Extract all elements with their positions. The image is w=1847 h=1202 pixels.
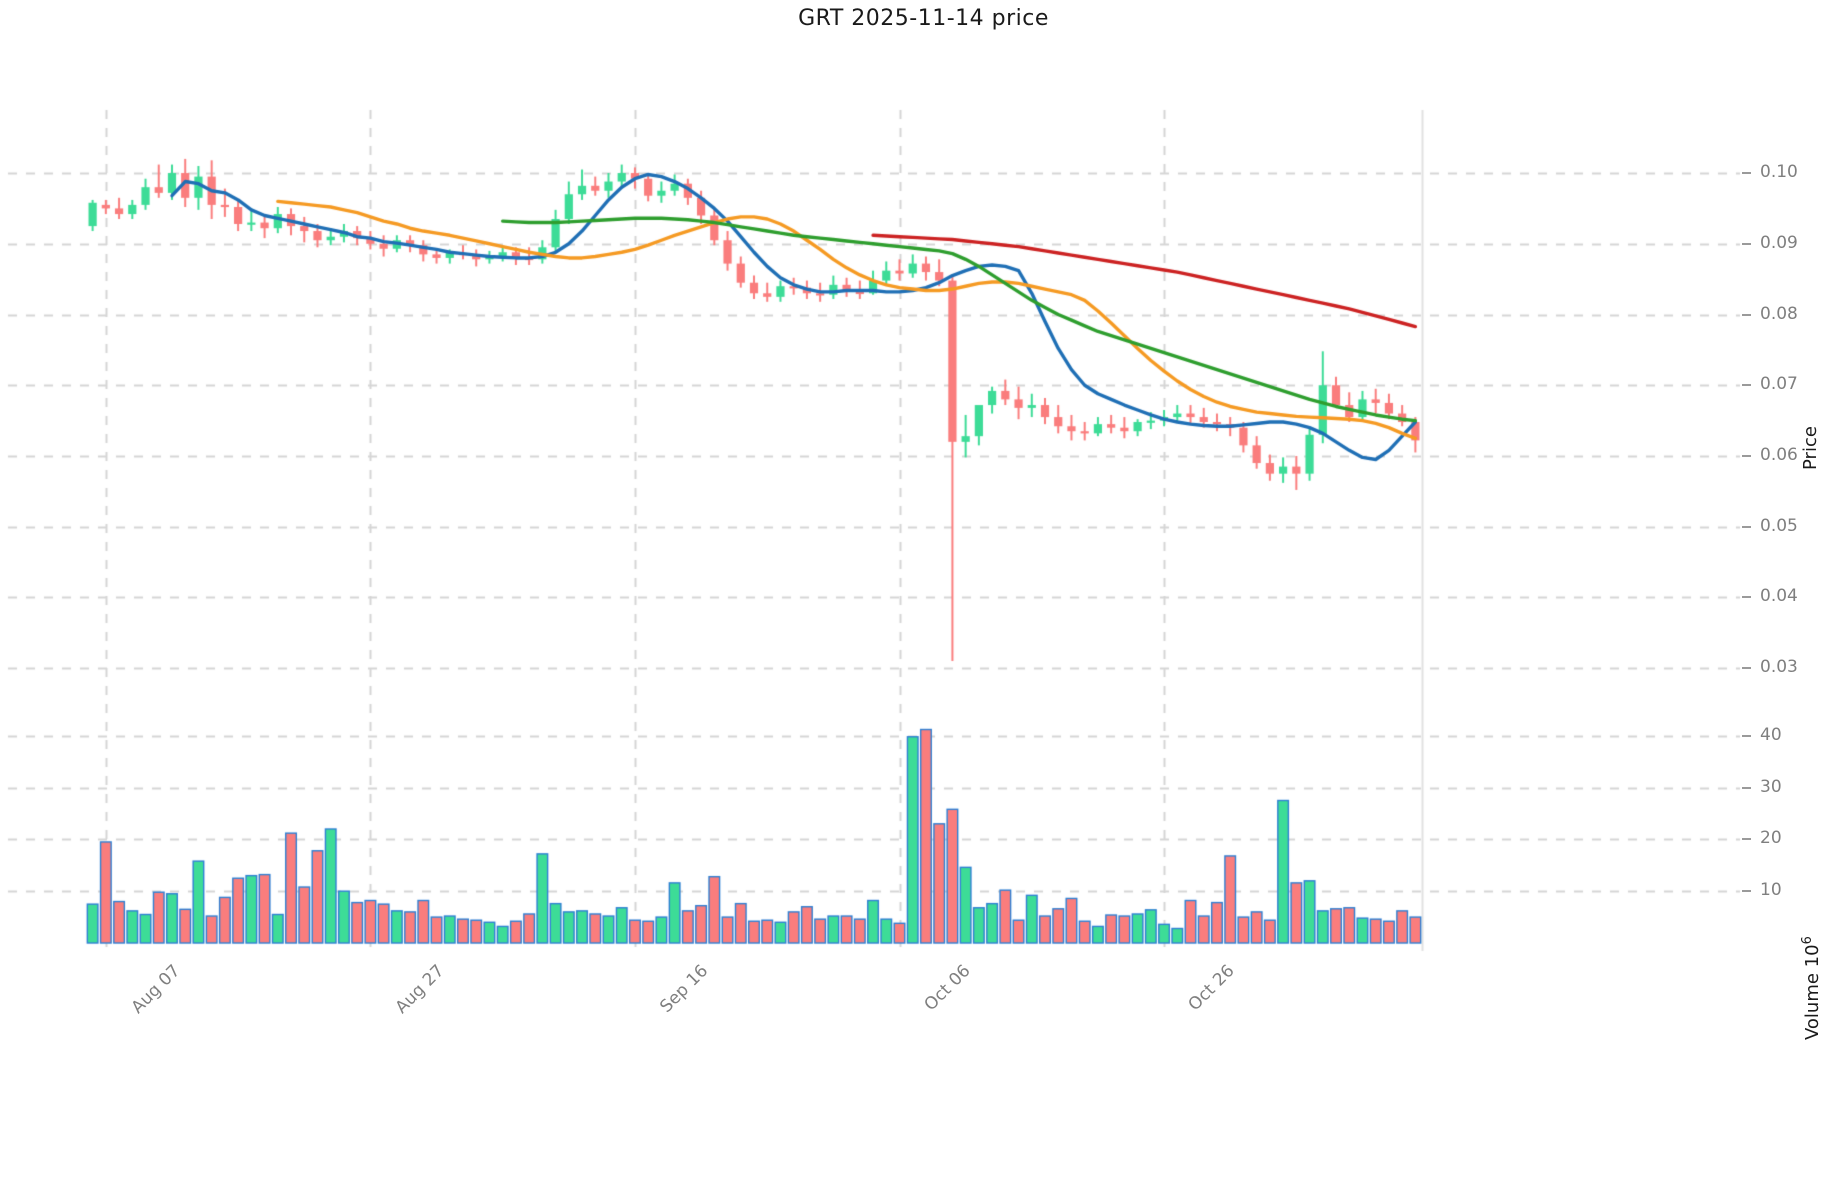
- price-tick-label: 0.03: [1760, 657, 1798, 678]
- volume-tick-mark: [1742, 786, 1751, 789]
- price-tick-label: 0.05: [1760, 515, 1798, 536]
- price-tick-label: 0.04: [1760, 586, 1798, 607]
- price-tick-mark: [1742, 454, 1751, 457]
- price-tick-mark: [1742, 667, 1751, 670]
- volume-tick-label: 10: [1760, 880, 1782, 901]
- volume-tick-mark: [1742, 734, 1751, 737]
- price-tick-label: 0.09: [1760, 232, 1798, 253]
- price-tick-mark: [1742, 384, 1751, 387]
- price-tick-mark: [1742, 313, 1751, 316]
- price-tick-mark: [1742, 242, 1751, 245]
- price-tick-label: 0.10: [1760, 162, 1798, 183]
- volume-exponent-power: 6: [1800, 936, 1815, 945]
- volume-axis-label: Volume 106: [1800, 936, 1823, 1040]
- volume-tick-label: 20: [1760, 828, 1782, 849]
- volume-tick-mark: [1742, 838, 1751, 841]
- volume-tick-label: 40: [1760, 724, 1782, 745]
- price-axis-label: Price: [1800, 426, 1821, 470]
- price-tick-mark: [1742, 596, 1751, 599]
- volume-tick-mark: [1742, 890, 1751, 893]
- volume-exponent-base: 10: [1802, 944, 1823, 968]
- volume-tick-label: 30: [1760, 776, 1782, 797]
- price-tick-label: 0.06: [1760, 444, 1798, 465]
- volume-axis-label-text: Volume: [1802, 973, 1823, 1040]
- price-tick-label: 0.07: [1760, 374, 1798, 395]
- price-tick-mark: [1742, 525, 1751, 528]
- price-tick-label: 0.08: [1760, 303, 1798, 324]
- price-tick-mark: [1742, 172, 1751, 175]
